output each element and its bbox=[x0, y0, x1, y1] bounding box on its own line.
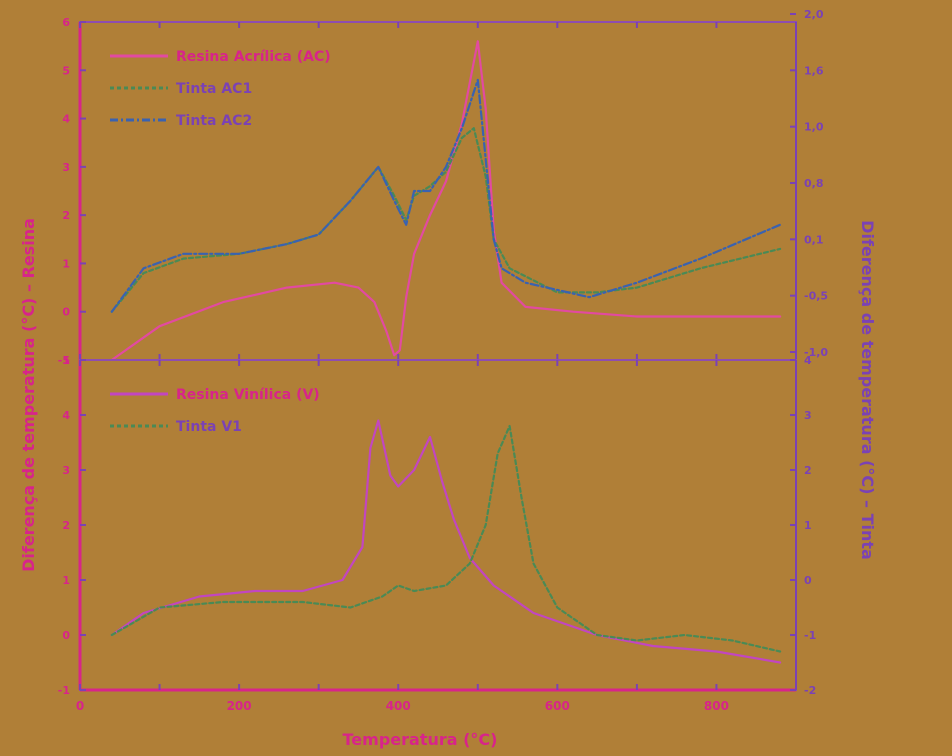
y-tick-label-right: 0 bbox=[804, 574, 812, 587]
y-tick-label-right: 2 bbox=[804, 464, 812, 477]
y-tick-label-left: 4 bbox=[62, 113, 70, 126]
y-tick-label-left: 3 bbox=[62, 161, 70, 174]
y-tick-label-left: 2 bbox=[62, 519, 70, 532]
series-line-0 bbox=[110, 419, 782, 664]
y-tick-label-left: 5 bbox=[62, 354, 70, 367]
y-tick-label-left: 0 bbox=[62, 306, 70, 319]
y-tick-label-right: 1,6 bbox=[804, 64, 824, 77]
y-tick-label-left: 2 bbox=[62, 209, 70, 222]
y-tick-label-left: 1 bbox=[62, 257, 70, 270]
y-tick-label-left: 5 bbox=[62, 64, 70, 77]
y-tick-label-left: 0 bbox=[62, 629, 70, 642]
y-tick-label-left: 4 bbox=[62, 409, 70, 422]
series-line-1 bbox=[110, 424, 782, 653]
legend-label-0: Resina Acrílica (AC) bbox=[176, 49, 331, 65]
y-tick-label-right: 1,0 bbox=[804, 121, 824, 134]
y-tick-label-right: 0,1 bbox=[804, 233, 824, 246]
x-axis-label: Temperatura (°C) bbox=[343, 730, 498, 749]
x-tick-label: 600 bbox=[545, 699, 570, 713]
series-line-0 bbox=[110, 40, 782, 362]
legend-label-1: Tinta AC1 bbox=[176, 81, 252, 97]
x-tick-label: 400 bbox=[386, 699, 411, 713]
y-axis-left-label: Diferença de temperatura (°C) – Resina bbox=[19, 218, 38, 572]
y-tick-label-right: 3 bbox=[804, 409, 812, 422]
y-tick-label-right: -1,0 bbox=[804, 346, 828, 359]
series-line-2 bbox=[110, 78, 782, 313]
y-tick-label-right: 4 bbox=[804, 354, 812, 367]
legend-label-0: Resina Vinílica (V) bbox=[176, 387, 320, 403]
y-tick-label-right: -1 bbox=[804, 629, 816, 642]
y-tick-label-left: 1 bbox=[62, 574, 70, 587]
bottom-panel: -1 0 1 2 3 4 5 -2 -1 0 1 2 3 4 0 200 400 600 800 Resina Vin… bbox=[58, 354, 816, 713]
y-tick-label-left: -1 bbox=[58, 684, 70, 697]
top-panel: -1 0 1 2 3 4 5 6 -1,0 -0,5 0,1 0,8 1,0 1,6 2,0 Resina A… bbox=[58, 8, 829, 367]
y-tick-label-left: 6 bbox=[62, 16, 70, 29]
y-axis-right-label: Diferença de temperatura (°C) – Tinta bbox=[858, 220, 877, 560]
legend-label-1: Tinta V1 bbox=[176, 419, 242, 435]
y-tick-label-left: 3 bbox=[62, 464, 70, 477]
y-tick-label-right: -2 bbox=[804, 684, 816, 697]
y-tick-label-right: 1 bbox=[804, 519, 812, 532]
x-tick-label: 800 bbox=[704, 699, 729, 713]
y-tick-label-left: -1 bbox=[58, 354, 70, 367]
y-tick-label-right: -0,5 bbox=[804, 290, 828, 303]
y-tick-label-right: 0,8 bbox=[804, 177, 824, 190]
y-tick-label-right: 2,0 bbox=[804, 8, 824, 21]
x-tick-label: 0 bbox=[76, 699, 84, 713]
x-tick-label: 200 bbox=[227, 699, 252, 713]
legend-label-2: Tinta AC2 bbox=[176, 113, 252, 129]
